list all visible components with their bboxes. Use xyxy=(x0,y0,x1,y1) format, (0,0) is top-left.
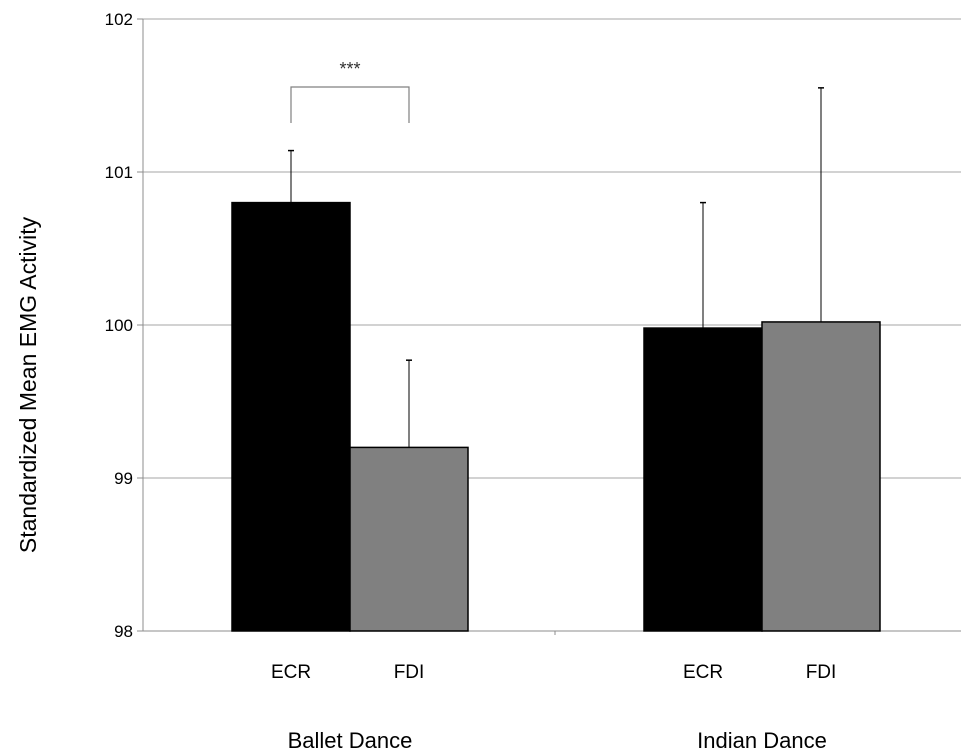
y-tick-label: 99 xyxy=(114,469,133,488)
category-label: ECR xyxy=(683,662,723,683)
error-bars xyxy=(288,87,824,448)
chart-labels: 98 99 100 101 102 ECR FDI Ballet Dance *** ECR FDI… xyxy=(105,10,837,753)
bar-indian-dance-ecr xyxy=(643,327,763,632)
y-axis-label: Standardized Mean EMG Activity xyxy=(15,216,41,553)
y-tick-label: 98 xyxy=(114,622,133,641)
category-label: FDI xyxy=(806,662,837,683)
category-label: ECR xyxy=(271,662,311,683)
significance-label: *** xyxy=(339,59,360,79)
bar-ballet-dance-fdi xyxy=(349,446,469,632)
group-label: Indian Dance xyxy=(697,728,827,753)
bar-indian-dance-fdi xyxy=(761,321,881,632)
group-label: Ballet Dance xyxy=(288,728,413,753)
bars xyxy=(231,201,881,632)
y-tick-label: 101 xyxy=(105,163,133,182)
category-label: FDI xyxy=(394,662,425,683)
y-tick-label: 100 xyxy=(105,316,133,335)
bar-ballet-dance-ecr xyxy=(231,201,351,632)
significance-bracket xyxy=(290,86,410,123)
y-tick-label: 102 xyxy=(105,10,133,29)
